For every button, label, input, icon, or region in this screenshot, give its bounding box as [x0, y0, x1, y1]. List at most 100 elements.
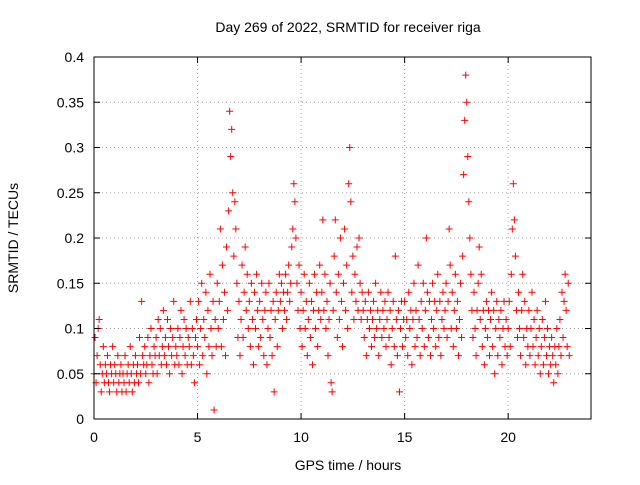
data-point: [380, 325, 388, 332]
data-point: [430, 325, 438, 332]
data-point: [299, 306, 307, 314]
data-point: [452, 325, 460, 332]
data-point: [308, 361, 316, 369]
data-point: [418, 325, 426, 332]
data-point: [239, 334, 247, 342]
data-point: [99, 343, 107, 351]
data-point: [339, 343, 346, 351]
data-point: [409, 315, 417, 323]
data-point: [161, 334, 169, 342]
data-point: [209, 297, 217, 305]
data-point: [316, 261, 324, 269]
data-point: [539, 361, 547, 369]
x-tick-label: 10: [293, 429, 309, 445]
data-point: [293, 279, 301, 287]
data-point: [202, 288, 210, 296]
data-point: [464, 153, 472, 161]
data-point: [432, 343, 440, 351]
data-point: [520, 334, 528, 342]
data-point: [564, 279, 572, 287]
data-point: [325, 315, 333, 323]
data-point: [525, 306, 533, 314]
data-point: [260, 352, 268, 360]
data-point: [348, 288, 356, 296]
data-point: [530, 315, 538, 323]
data-point: [109, 343, 117, 351]
data-point: [350, 315, 358, 323]
data-point: [412, 306, 420, 314]
data-point: [562, 306, 570, 314]
data-point: [385, 334, 393, 342]
data-point: [136, 334, 144, 342]
data-point: [215, 297, 223, 305]
data-point: [565, 352, 573, 360]
data-point: [307, 297, 315, 305]
data-point: [285, 261, 293, 269]
data-point: [340, 279, 348, 287]
data-point: [93, 352, 101, 360]
data-point: [376, 315, 384, 323]
data-point: [478, 343, 486, 351]
data-point: [360, 334, 368, 342]
data-point: [424, 334, 432, 342]
data-point: [117, 361, 125, 369]
data-point: [382, 343, 390, 351]
data-point: [225, 207, 233, 215]
x-axis-label: GPS time / hours: [295, 457, 402, 473]
data-point: [303, 352, 311, 360]
x-tick-label: 15: [397, 429, 413, 445]
data-point: [476, 315, 484, 323]
data-point: [224, 306, 232, 314]
data-point: [184, 334, 192, 342]
data-point: [555, 343, 563, 351]
data-point: [250, 288, 258, 296]
data-point: [175, 361, 183, 369]
y-tick-label: 0.05: [57, 366, 84, 382]
data-point: [162, 361, 170, 369]
data-point: [147, 325, 155, 332]
data-point: [328, 388, 336, 396]
data-point: [228, 125, 236, 133]
data-point: [392, 315, 400, 323]
data-point: [387, 361, 395, 369]
data-point: [445, 225, 453, 233]
data-point: [462, 71, 470, 79]
data-point: [190, 379, 198, 387]
data-point: [526, 352, 534, 360]
data-point: [536, 370, 544, 378]
data-point: [314, 343, 322, 351]
data-point: [480, 361, 488, 369]
data-point: [414, 261, 422, 269]
data-point: [154, 315, 162, 323]
data-point: [558, 288, 566, 296]
data-point: [290, 180, 298, 188]
data-point: [540, 334, 548, 342]
data-point: [288, 243, 296, 251]
data-point: [356, 279, 364, 287]
data-point: [401, 297, 409, 305]
data-point: [201, 334, 209, 342]
data-point: [556, 315, 564, 323]
data-point: [167, 325, 175, 332]
data-point: [531, 361, 539, 369]
data-point: [482, 297, 490, 305]
data-point: [122, 388, 130, 396]
data-point: [419, 279, 427, 287]
data-point: [561, 270, 569, 278]
data-point: [320, 306, 328, 314]
data-point: [197, 325, 205, 332]
data-point: [465, 198, 473, 206]
data-point: [421, 306, 429, 314]
data-point: [218, 261, 226, 269]
data-point: [268, 352, 276, 360]
data-point: [273, 343, 281, 351]
data-point: [532, 334, 540, 342]
data-point: [227, 153, 235, 161]
data-point: [178, 370, 186, 378]
data-point: [330, 252, 338, 260]
data-point: [553, 325, 561, 332]
data-point: [298, 343, 306, 351]
data-point: [283, 315, 291, 323]
data-point: [121, 352, 129, 360]
data-point: [413, 334, 421, 342]
